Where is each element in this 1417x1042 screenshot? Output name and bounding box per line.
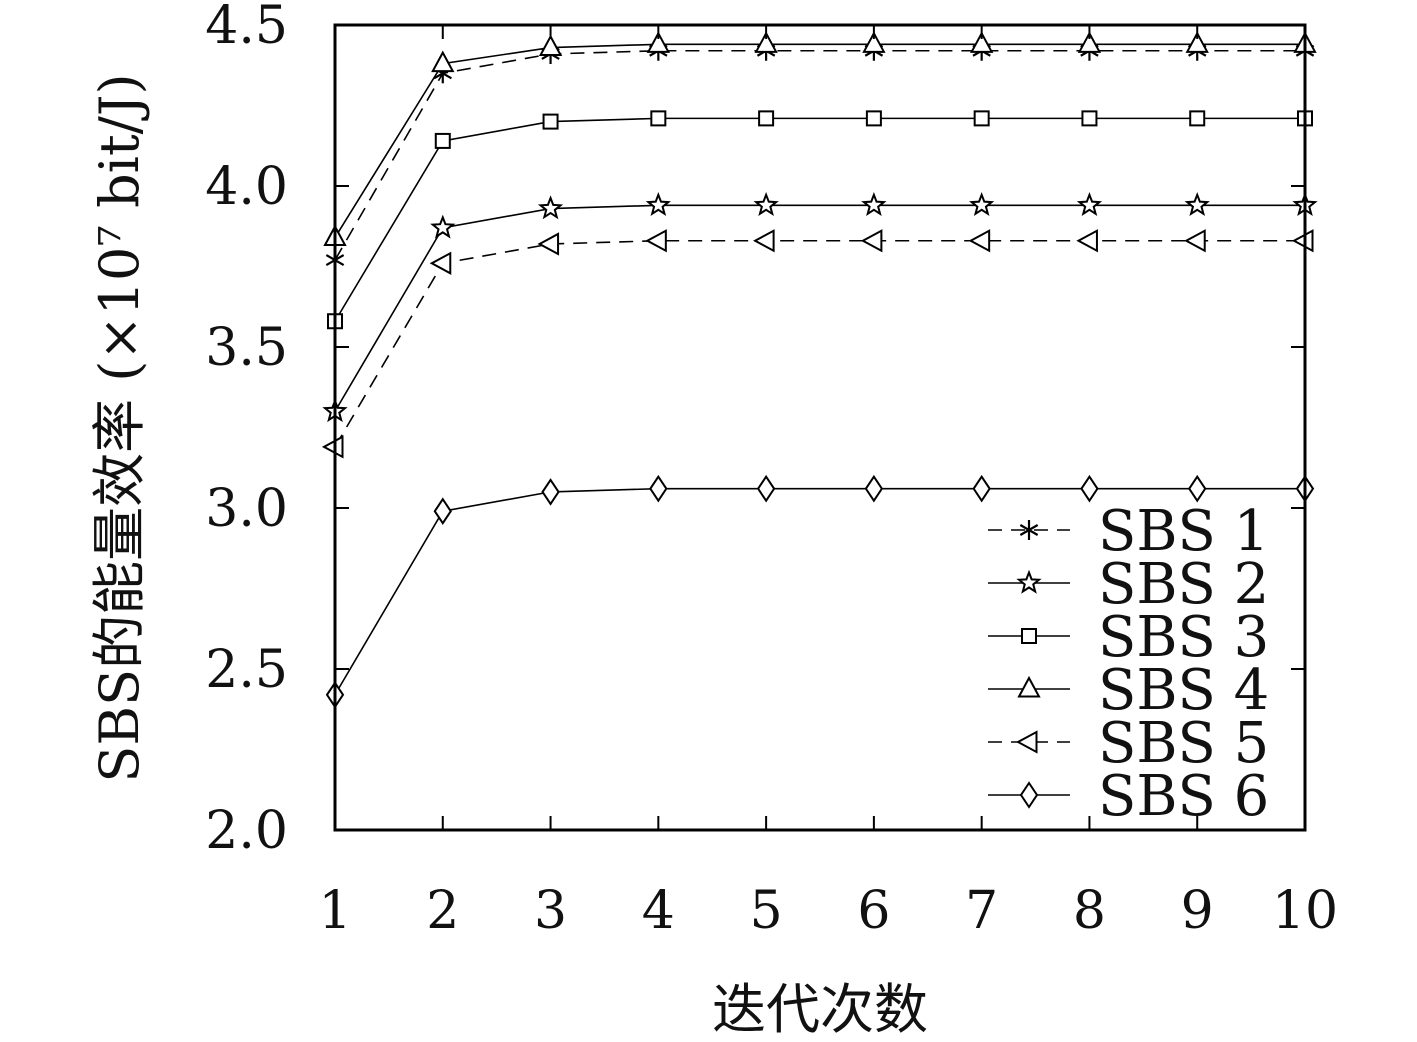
series-3 bbox=[327, 110, 1313, 330]
data-point bbox=[968, 229, 991, 253]
data-point bbox=[1291, 229, 1314, 253]
data-point bbox=[860, 229, 883, 253]
series-2 bbox=[322, 192, 1318, 423]
series-line bbox=[334, 117, 1305, 322]
data-point bbox=[645, 192, 671, 217]
series-line bbox=[334, 43, 1305, 238]
y-tick-label: 4.0 bbox=[205, 157, 288, 217]
x-tick-label: 3 bbox=[534, 881, 567, 941]
x-tick-label: 1 bbox=[318, 881, 351, 941]
data-point bbox=[1077, 31, 1102, 53]
series-5 bbox=[321, 229, 1314, 459]
data-point bbox=[758, 110, 775, 127]
series-line bbox=[334, 239, 1305, 448]
x-tick-label: 7 bbox=[965, 881, 998, 941]
legend-item: SBS 3 bbox=[988, 605, 1269, 670]
y-tick-label: 2.0 bbox=[205, 801, 288, 861]
legend-label: SBS 1 bbox=[1098, 499, 1269, 564]
legend-label: SBS 5 bbox=[1098, 711, 1269, 776]
data-point bbox=[972, 474, 991, 503]
series-line bbox=[334, 204, 1305, 412]
legend-label: SBS 4 bbox=[1098, 658, 1269, 723]
data-point bbox=[861, 192, 887, 217]
data-point bbox=[1184, 229, 1206, 253]
data-point bbox=[753, 192, 779, 217]
data-point bbox=[537, 195, 564, 220]
data-point bbox=[973, 110, 990, 127]
series-line bbox=[334, 49, 1305, 261]
data-point bbox=[431, 50, 455, 73]
data-point bbox=[434, 132, 451, 149]
data-point bbox=[1017, 675, 1041, 698]
data-point bbox=[1188, 474, 1207, 503]
data-point bbox=[429, 251, 452, 275]
data-point bbox=[865, 110, 882, 127]
legend-label: SBS 2 bbox=[1098, 552, 1269, 617]
data-point bbox=[537, 232, 560, 256]
data-point bbox=[1019, 520, 1039, 540]
x-tick-label: 8 bbox=[1073, 881, 1106, 941]
data-point bbox=[969, 31, 994, 53]
data-point bbox=[1016, 569, 1042, 594]
y-tick-label: 3.5 bbox=[205, 318, 288, 378]
data-point bbox=[862, 31, 886, 53]
data-point bbox=[1076, 192, 1103, 217]
x-tick-label: 2 bbox=[426, 881, 459, 941]
legend-item: SBS 1 bbox=[988, 499, 1269, 564]
data-point bbox=[649, 474, 668, 503]
data-point bbox=[645, 229, 667, 253]
data-point bbox=[541, 478, 560, 506]
ticks-layer: 1 2 3 4 5 6 7 8 9 10 2.0 2.5 3.0 3.5 4.0 4.5 bbox=[205, 0, 1338, 941]
data-point bbox=[1081, 110, 1098, 127]
data-point bbox=[650, 110, 667, 127]
asterisk-stroke bbox=[1019, 524, 1039, 536]
data-point bbox=[864, 474, 884, 503]
y-tick-label: 4.5 bbox=[205, 0, 288, 56]
plot-frame bbox=[333, 23, 1307, 832]
series-4 bbox=[323, 31, 1317, 247]
y-tick-label: 3.0 bbox=[205, 479, 288, 539]
legend-label: SBS 6 bbox=[1098, 764, 1269, 829]
legend-item: SBS 6 bbox=[988, 764, 1269, 829]
y-axis-title: SBS的能量效率 (×10⁷ bit/J) bbox=[88, 73, 151, 782]
data-point bbox=[1080, 474, 1099, 503]
data-point bbox=[1021, 628, 1037, 644]
y-tick-label: 2.5 bbox=[205, 640, 288, 700]
x-tick-label: 6 bbox=[857, 881, 890, 941]
data-point bbox=[754, 31, 778, 53]
legend-item: SBS 4 bbox=[988, 658, 1269, 723]
data-point bbox=[1015, 730, 1038, 754]
data-point bbox=[756, 474, 776, 503]
data-point bbox=[969, 192, 995, 217]
data-point bbox=[1019, 781, 1039, 809]
x-axis-title: 迭代次数 bbox=[712, 978, 928, 1041]
legend-item: SBS 2 bbox=[988, 552, 1269, 617]
data-point bbox=[1189, 110, 1206, 127]
x-tick-label: 4 bbox=[642, 881, 675, 941]
data-point bbox=[433, 497, 452, 526]
data-point bbox=[1185, 31, 1209, 53]
x-tick-label: 9 bbox=[1181, 881, 1214, 941]
data-point bbox=[538, 34, 563, 57]
legend-item: SBS 5 bbox=[988, 711, 1269, 776]
x-tick-label: 5 bbox=[750, 881, 783, 941]
x-tick-label: 10 bbox=[1272, 881, 1338, 941]
series-line bbox=[334, 487, 1305, 696]
data-point bbox=[542, 113, 559, 130]
data-point bbox=[753, 229, 775, 253]
series-1 bbox=[325, 40, 1315, 271]
data-point bbox=[1184, 192, 1210, 217]
data-point bbox=[321, 435, 344, 459]
data-point bbox=[1076, 229, 1098, 253]
data-point bbox=[646, 31, 671, 53]
data-point bbox=[430, 214, 456, 239]
legend-label: SBS 3 bbox=[1098, 605, 1269, 670]
